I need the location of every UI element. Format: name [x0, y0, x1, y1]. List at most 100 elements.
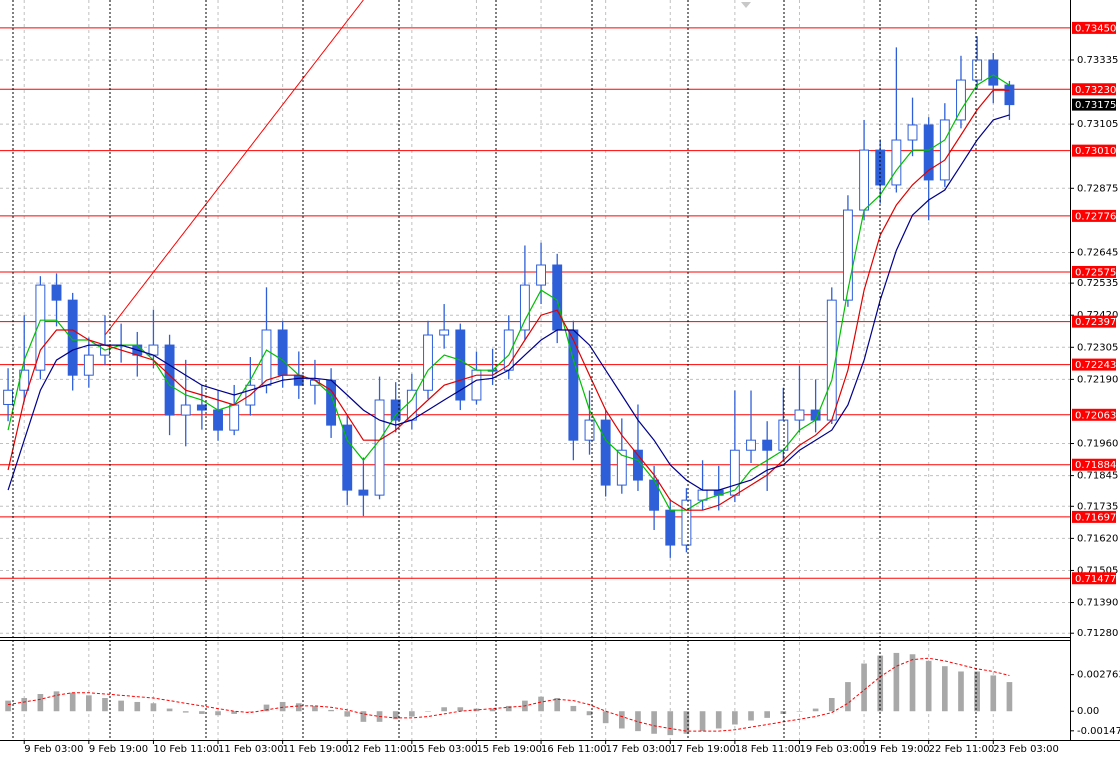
histogram-bar: [5, 700, 11, 712]
x-tick-label: 19 Feb 19:00: [864, 744, 930, 755]
marks: [0, 0, 1070, 736]
histogram-bar: [199, 711, 205, 714]
histogram-bar: [118, 700, 124, 712]
histogram-bar: [699, 711, 706, 732]
candle-body: [907, 124, 918, 141]
candle-body: [358, 489, 369, 496]
level-label-bg: [1072, 458, 1116, 471]
signal-line: [8, 657, 1010, 732]
y-tick-label: 0.72305: [1077, 342, 1118, 353]
histogram-bar: [247, 711, 254, 712]
histogram-bar: [150, 703, 157, 712]
grid: [0, 0, 1074, 744]
level-label: 0.72063: [1075, 410, 1116, 421]
histogram-bar: [893, 652, 900, 712]
histogram-bar: [586, 711, 593, 716]
x-tick-label: 17 Feb 03:00: [606, 744, 672, 755]
candle-body: [939, 119, 950, 181]
y-tick-label: 0.71505: [1077, 565, 1118, 576]
histogram-bar: [409, 711, 415, 717]
candle-body: [891, 139, 902, 186]
day-separators: [12, 0, 977, 740]
candle-body: [584, 419, 595, 441]
histogram-bar: [37, 694, 44, 712]
candle-body: [51, 284, 62, 301]
histogram-bar: [877, 655, 884, 712]
candle-body: [374, 399, 385, 496]
histogram-bar: [489, 708, 496, 712]
candle-body: [616, 449, 627, 486]
candle-body: [83, 354, 94, 376]
histogram-bar: [651, 711, 657, 734]
candle-body: [519, 284, 530, 331]
moving-average: [7, 89, 1010, 511]
x-tick-label: 10 Feb 11:00: [153, 744, 219, 755]
candle-body: [423, 334, 433, 391]
candle-body: [794, 409, 805, 421]
histogram-bar: [618, 711, 625, 729]
histogram-bar: [21, 697, 28, 712]
candle-body: [67, 299, 78, 376]
candle-body: [261, 329, 272, 386]
level-label-bg: [1072, 144, 1116, 157]
x-tick-label: 15 Feb 03:00: [412, 744, 478, 755]
histogram-bar: [312, 705, 318, 712]
candle-body: [196, 404, 207, 411]
histogram-bar: [715, 711, 722, 729]
moving-average: [7, 74, 1010, 511]
candle-body: [875, 149, 886, 186]
y-tick-label: 0.71960: [1077, 439, 1118, 450]
histogram-bar: [231, 711, 238, 714]
candle-body: [729, 449, 740, 496]
candle-body: [35, 284, 46, 371]
candle-body: [390, 399, 401, 421]
level-label-bg: [1072, 572, 1116, 585]
histogram-bar: [990, 675, 997, 712]
histogram-bar: [505, 705, 512, 712]
histogram-bar: [602, 711, 609, 724]
level-label-bg: [1072, 21, 1116, 34]
histogram-bar: [683, 711, 690, 734]
level-label: 0.72397: [1075, 317, 1116, 328]
level-label-bg: [1072, 358, 1116, 371]
level-label: 0.71697: [1075, 512, 1116, 523]
y-tick-label: 0.71620: [1077, 533, 1118, 544]
level-label: 0.73450: [1075, 23, 1116, 34]
x-tick-label: 15 Feb 19:00: [476, 744, 542, 755]
histogram-bar: [1006, 682, 1013, 712]
y-tick-label: -0.001477: [1077, 726, 1120, 737]
histogram-bar: [53, 691, 60, 712]
candle-body: [180, 404, 191, 416]
y-tick-label: 0.72535: [1077, 278, 1118, 289]
level-label-bg: [1072, 209, 1116, 222]
level-label-bg: [1072, 408, 1116, 421]
histogram-bar: [942, 666, 948, 712]
candle-body: [988, 59, 999, 86]
y-tick-label: 0.72645: [1077, 247, 1118, 258]
level-label-bg: [1072, 510, 1116, 523]
histogram-bar: [69, 692, 76, 712]
histogram-bar: [909, 654, 916, 712]
shift-marker: [741, 2, 751, 8]
x-tick-label: 19 Feb 03:00: [799, 744, 865, 755]
y-tick-label: 0.71735: [1077, 501, 1118, 512]
histogram-bar: [570, 705, 577, 712]
histogram-bar: [328, 709, 334, 712]
histogram-bar: [861, 663, 867, 712]
x-tick-label: 11 Feb 19:00: [283, 744, 349, 755]
histogram-bar: [925, 660, 932, 712]
x-tick-label: 18 Feb 11:00: [735, 744, 801, 755]
labels: 0.733350.731050.728750.726450.725350.724…: [24, 21, 1120, 755]
histogram-bar: [845, 682, 851, 712]
current-price-label: 0.73175: [1075, 100, 1116, 111]
level-label: 0.71884: [1075, 460, 1116, 471]
candle-body: [229, 404, 240, 431]
candle-body: [923, 124, 934, 181]
y-tick-label: 0.00: [1077, 706, 1099, 717]
histogram-bar: [134, 701, 141, 712]
x-tick-label: 9 Feb 19:00: [89, 744, 148, 755]
histogram-bar: [392, 711, 399, 720]
candle-body: [342, 424, 353, 491]
histogram-bar: [441, 707, 447, 712]
